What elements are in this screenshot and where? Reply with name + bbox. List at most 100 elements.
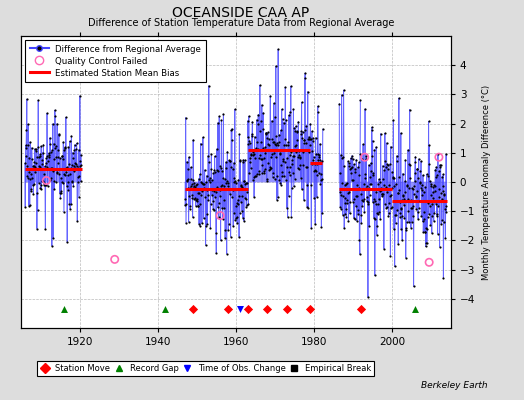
Point: [292, 128, 301, 134]
Point: [369, 199, 377, 206]
Point: [258, 169, 266, 176]
Point: [181, 202, 189, 208]
Point: [193, 180, 201, 187]
Point: [258, 162, 267, 168]
Point: [406, 175, 414, 182]
Point: [262, 129, 270, 136]
Point: [376, 216, 385, 222]
Point: [310, 168, 318, 174]
Point: [314, 150, 323, 157]
Point: [233, 214, 242, 220]
Point: [393, 207, 401, 213]
Point: [388, 184, 397, 191]
Point: [40, 170, 49, 177]
Point: [409, 186, 418, 192]
Point: [227, 136, 236, 143]
Point: [408, 203, 417, 210]
Point: [73, 218, 81, 224]
Point: [183, 177, 191, 183]
Point: [236, 157, 245, 163]
Point: [283, 205, 291, 211]
Point: [238, 208, 246, 214]
Point: [312, 151, 320, 157]
Point: [367, 127, 376, 133]
Point: [44, 166, 52, 172]
Point: [298, 135, 307, 142]
Point: [364, 198, 373, 205]
Point: [254, 111, 263, 118]
Point: [41, 226, 50, 232]
Point: [59, 155, 67, 162]
Point: [394, 190, 402, 196]
Point: [345, 160, 353, 166]
Point: [60, 171, 69, 177]
Point: [36, 151, 45, 158]
Point: [259, 145, 268, 152]
Point: [65, 161, 73, 168]
Point: [407, 197, 415, 203]
Point: [228, 126, 236, 132]
Point: [362, 153, 370, 159]
Point: [66, 206, 74, 212]
Point: [184, 165, 192, 172]
Point: [346, 199, 354, 205]
Point: [41, 182, 50, 188]
Legend: Station Move, Record Gap, Time of Obs. Change, Empirical Break: Station Move, Record Gap, Time of Obs. C…: [37, 361, 374, 376]
Point: [32, 226, 41, 232]
Point: [260, 155, 269, 162]
Point: [382, 205, 390, 211]
Point: [389, 117, 398, 124]
Point: [36, 184, 45, 191]
Point: [309, 154, 318, 160]
Point: [45, 154, 53, 161]
Point: [387, 191, 396, 198]
Point: [62, 183, 71, 189]
Point: [256, 118, 265, 124]
Point: [226, 234, 235, 240]
Point: [411, 170, 419, 176]
Point: [185, 206, 194, 212]
Point: [230, 160, 238, 166]
Point: [210, 188, 218, 194]
Point: [219, 216, 227, 222]
Point: [365, 192, 374, 198]
Point: [196, 201, 204, 208]
Point: [358, 202, 366, 209]
Point: [222, 164, 230, 171]
Point: [375, 196, 383, 202]
Point: [434, 151, 442, 158]
Point: [221, 226, 230, 233]
Point: [307, 136, 315, 142]
Point: [386, 161, 394, 167]
Point: [391, 198, 399, 204]
Point: [349, 198, 357, 205]
Point: [289, 170, 297, 176]
Point: [412, 193, 420, 200]
Point: [305, 149, 313, 156]
Point: [347, 165, 355, 172]
Point: [348, 156, 357, 162]
Point: [313, 161, 321, 168]
Point: [350, 214, 358, 221]
Point: [199, 215, 208, 222]
Point: [204, 192, 212, 198]
Point: [276, 180, 285, 186]
Point: [293, 165, 302, 171]
Point: [295, 166, 303, 173]
Point: [48, 146, 57, 153]
Point: [379, 176, 387, 182]
Point: [351, 166, 359, 172]
Point: [386, 253, 395, 259]
Point: [411, 158, 419, 165]
Point: [278, 173, 287, 180]
Point: [225, 158, 234, 164]
Point: [419, 209, 428, 215]
Point: [181, 114, 190, 121]
Point: [42, 155, 50, 161]
Point: [271, 154, 280, 160]
Point: [388, 168, 396, 175]
Point: [355, 172, 363, 178]
Point: [72, 140, 81, 147]
Point: [39, 142, 48, 148]
Point: [421, 184, 430, 190]
